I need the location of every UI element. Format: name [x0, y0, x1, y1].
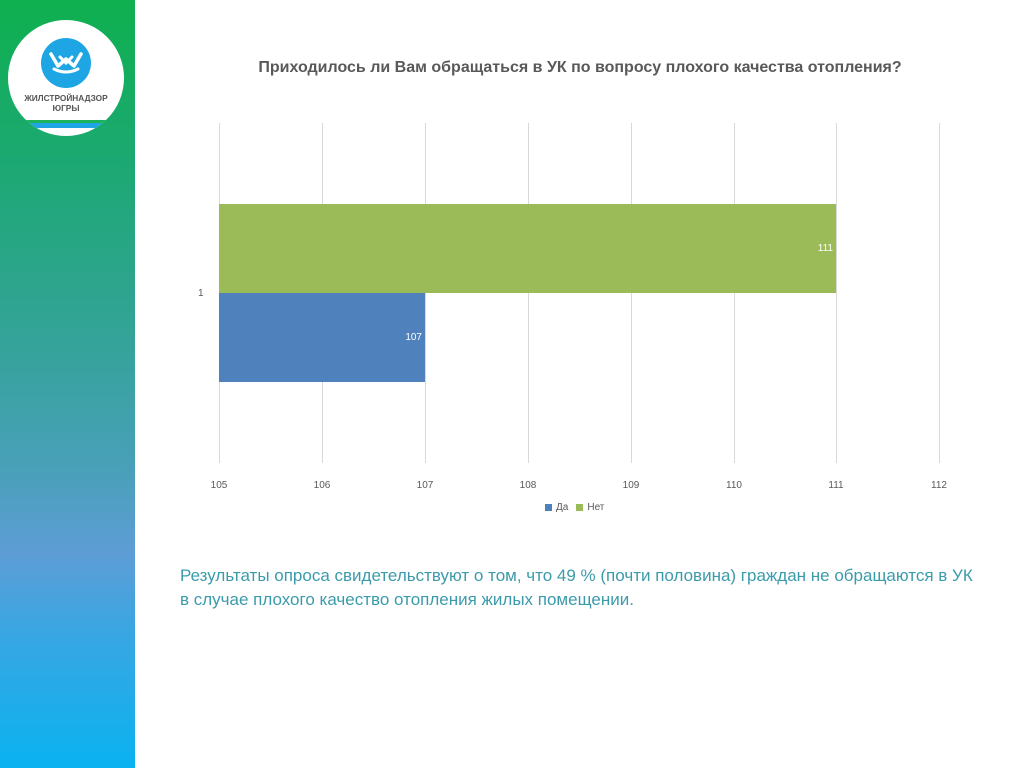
logo-text-line2: ЮГРЫ: [52, 103, 80, 113]
y-category-label: 1: [198, 288, 204, 299]
gridline: [425, 123, 426, 463]
bar-no-value: 111: [817, 243, 833, 254]
legend: Да Нет: [545, 502, 608, 513]
gridline: [939, 123, 940, 463]
bar-no: 111: [219, 204, 836, 293]
gridline: [631, 123, 632, 463]
bar-yes: 107: [219, 293, 425, 382]
crown-hands-icon: [41, 38, 91, 88]
x-tick: 107: [416, 480, 434, 491]
x-tick: 105: [210, 480, 228, 491]
x-tick: 112: [931, 480, 947, 491]
x-tick: 111: [828, 480, 844, 491]
x-tick: 106: [313, 480, 331, 491]
x-tick: 109: [622, 480, 640, 491]
gridline: [836, 123, 837, 463]
logo-text-line1: ЖИЛСТРОЙНАДЗОР: [24, 93, 108, 103]
x-tick: 110: [726, 480, 742, 491]
plot-area: 111 107: [219, 123, 940, 463]
legend-swatch-no: [576, 504, 584, 511]
legend-swatch-yes: [545, 504, 552, 511]
logo-stripe-green: [8, 120, 124, 123]
bar-yes-value: 107: [405, 332, 422, 343]
legend-item-yes: Да: [545, 502, 568, 513]
gridline: [528, 123, 529, 463]
chart-title: Приходилось ли Вам обращаться в УК по во…: [258, 59, 902, 76]
x-tick: 108: [519, 480, 537, 491]
legend-item-no: Нет: [576, 502, 604, 513]
conclusion-text: Результаты опроса свидетельствуют о том,…: [180, 566, 973, 609]
legend-label-yes: Да: [556, 502, 569, 513]
logo: ЖИЛСТРОЙНАДЗОР ЮГРЫ: [8, 20, 124, 136]
legend-label-no: Нет: [587, 502, 605, 513]
logo-stripe-blue: [8, 123, 124, 128]
gridline: [734, 123, 735, 463]
sidebar: ЖИЛСТРОЙНАДЗОР ЮГРЫ: [0, 0, 135, 768]
